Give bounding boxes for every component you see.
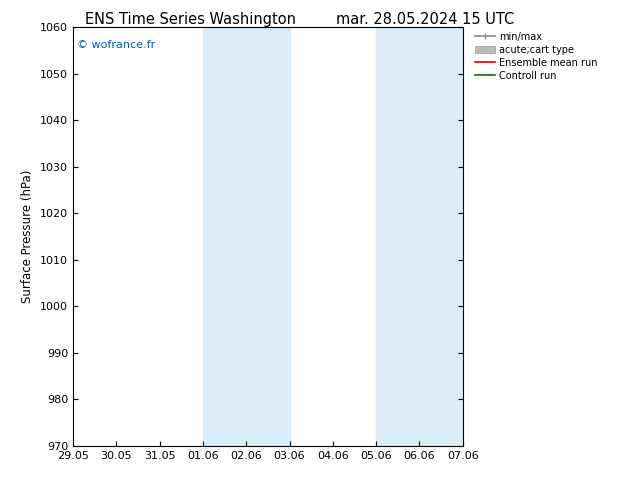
Text: © wofrance.fr: © wofrance.fr <box>77 40 155 49</box>
Y-axis label: Surface Pressure (hPa): Surface Pressure (hPa) <box>22 170 34 303</box>
Text: mar. 28.05.2024 15 UTC: mar. 28.05.2024 15 UTC <box>335 12 514 27</box>
Legend: min/max, acute;cart type, Ensemble mean run, Controll run: min/max, acute;cart type, Ensemble mean … <box>476 32 597 80</box>
Bar <box>376 27 463 446</box>
Text: ENS Time Series Washington: ENS Time Series Washington <box>85 12 295 27</box>
Bar <box>203 27 290 446</box>
